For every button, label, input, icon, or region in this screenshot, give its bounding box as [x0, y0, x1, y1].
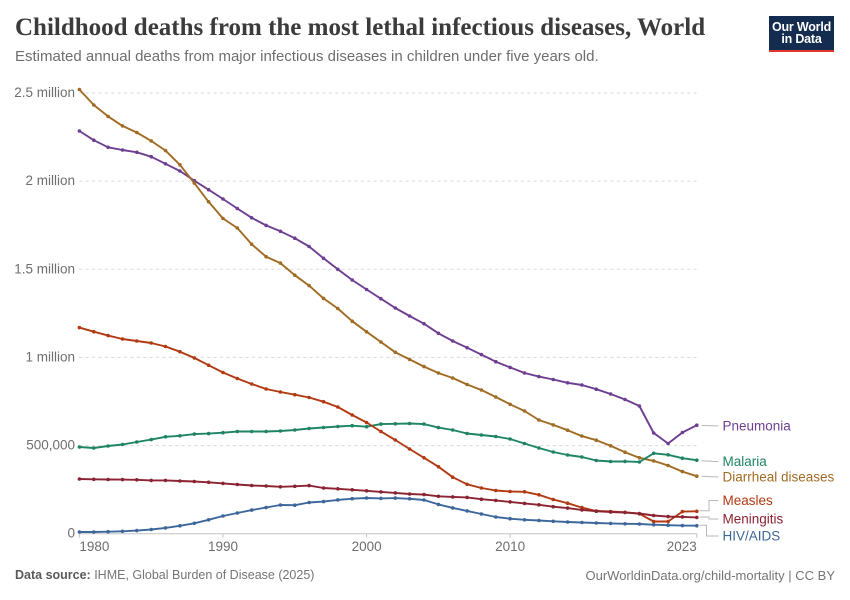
svg-text:2 million: 2 million	[25, 173, 75, 188]
svg-text:1 million: 1 million	[25, 349, 75, 364]
svg-text:1980: 1980	[79, 539, 109, 554]
svg-text:1.5 million: 1.5 million	[14, 261, 75, 276]
svg-text:2.5 million: 2.5 million	[14, 85, 75, 100]
svg-text:0: 0	[67, 526, 75, 541]
svg-text:2023: 2023	[667, 539, 697, 554]
svg-text:1990: 1990	[208, 539, 238, 554]
svg-text:HIV/AIDS: HIV/AIDS	[723, 529, 781, 544]
svg-text:2010: 2010	[495, 539, 525, 554]
svg-text:Measles: Measles	[723, 493, 774, 508]
svg-text:2000: 2000	[352, 539, 382, 554]
svg-text:500,000: 500,000	[26, 438, 75, 453]
svg-text:Malaria: Malaria	[723, 454, 768, 469]
svg-text:Diarrheal diseases: Diarrheal diseases	[723, 470, 835, 485]
svg-text:Meningitis: Meningitis	[723, 512, 784, 527]
svg-text:Pneumonia: Pneumonia	[723, 419, 792, 434]
